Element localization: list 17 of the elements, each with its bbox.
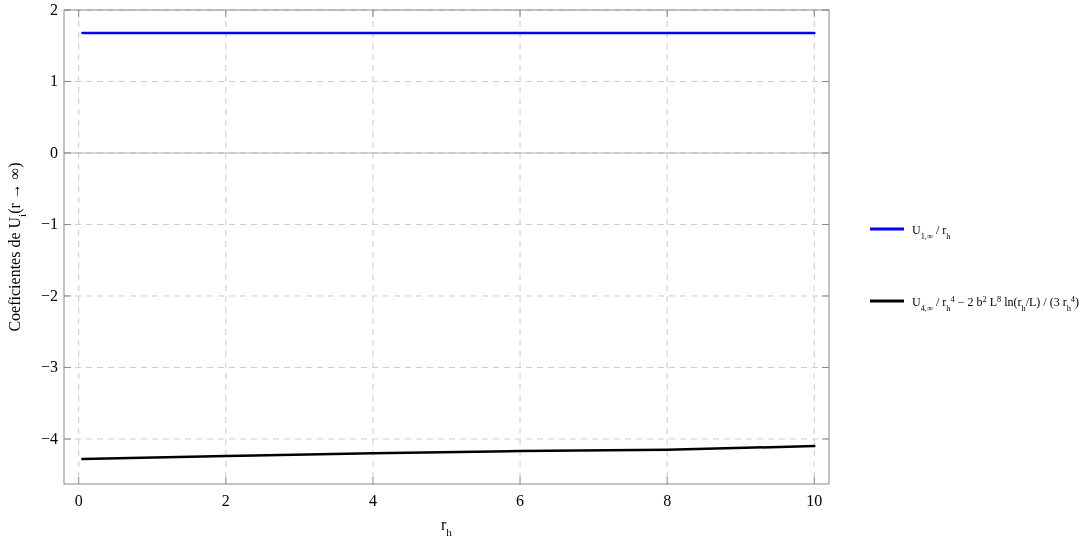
y-tick-label: −3: [40, 358, 58, 376]
x-tick-label: 2: [221, 492, 230, 509]
x-tick-label: 10: [806, 492, 823, 509]
y-tick-label: −1: [40, 215, 58, 233]
legend-label: U$_{1,∞}$ / r$_{h}$: [912, 223, 952, 241]
y-tick-label: 2: [50, 1, 58, 18]
x-tick-label: 0: [74, 492, 83, 509]
y-tick-label: 0: [50, 143, 58, 161]
x-tick-label: 4: [368, 492, 377, 509]
y-tick-label: −4: [40, 429, 58, 447]
y-tick-label: 1: [50, 72, 58, 90]
y-tick-label: −2: [40, 286, 58, 304]
x-tick-label: 6: [516, 492, 525, 509]
x-tick-label: 8: [663, 492, 672, 509]
line-series: [81, 444, 816, 461]
x-axis-title: r$_{h}$: [441, 516, 453, 538]
text: U$_{4,∞}$ / r$_{h}$$^{4}$ − 2 b$^{2}$ L$^{8}$ ln(r$_{h}$/L) / (3 r$_{h}$$^{4}$): [912, 294, 1080, 313]
